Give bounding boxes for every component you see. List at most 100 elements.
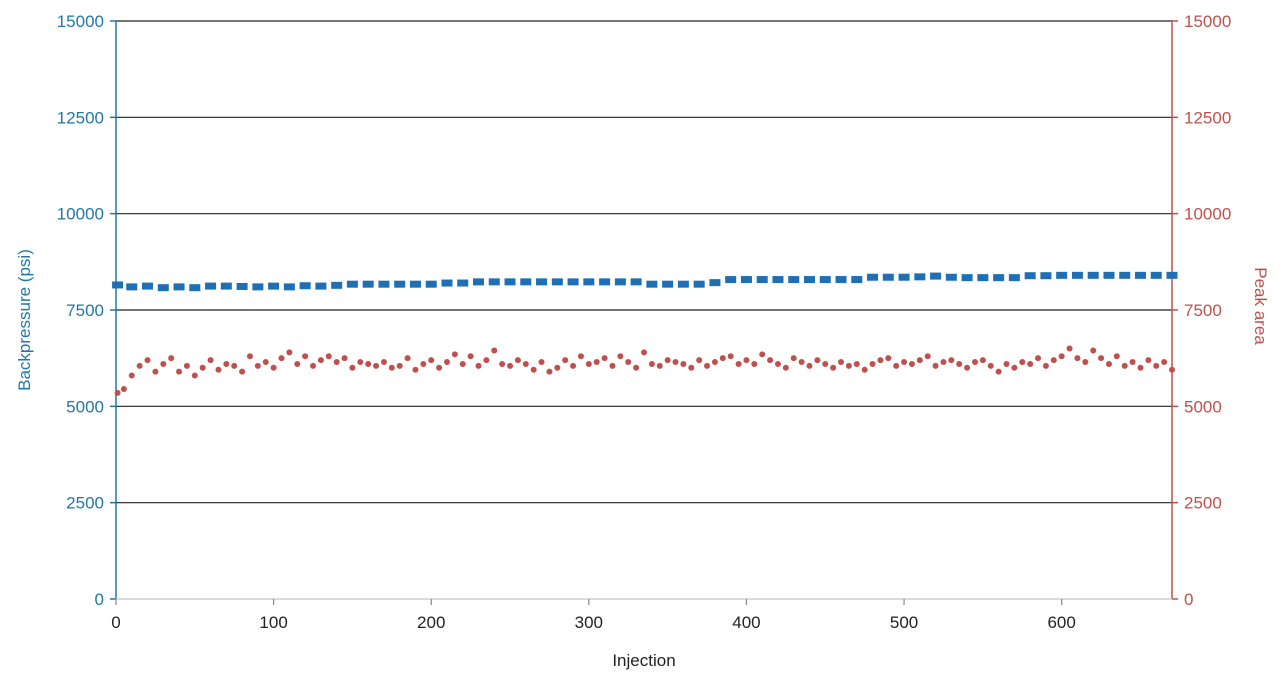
data-point [451, 351, 458, 358]
data-point [1169, 366, 1175, 373]
data-point [709, 279, 721, 287]
data-point [806, 362, 813, 369]
data-point [704, 362, 711, 369]
data-point [1040, 272, 1052, 280]
data-point [1150, 271, 1162, 279]
data-point [664, 357, 671, 364]
data-point [504, 278, 516, 286]
data-point [499, 360, 506, 367]
data-point [365, 360, 372, 367]
data-point [1071, 271, 1083, 279]
data-point [520, 278, 532, 286]
data-point [672, 359, 679, 366]
data-point [772, 276, 784, 284]
data-point [1042, 362, 1049, 369]
data-point [756, 276, 768, 284]
x-tick-label: 200 [417, 613, 445, 632]
data-point [278, 355, 285, 362]
data-point [160, 360, 167, 367]
data-point [357, 359, 364, 366]
data-point [473, 278, 485, 286]
data-point [252, 283, 264, 291]
data-point [625, 359, 632, 366]
data-point [617, 353, 624, 360]
data-point [633, 364, 640, 371]
data-point [315, 282, 327, 290]
data-point [882, 273, 894, 281]
y-left-tick-label: 7500 [66, 301, 104, 320]
data-point [740, 276, 752, 284]
data-point [310, 362, 317, 369]
data-point [583, 278, 595, 286]
data-point [830, 364, 837, 371]
data-point [867, 273, 879, 281]
data-point [294, 360, 301, 367]
data-point [987, 362, 994, 369]
series-peak-area [114, 345, 1175, 396]
data-point [331, 281, 343, 289]
data-point [1166, 271, 1178, 279]
data-point [459, 360, 466, 367]
data-point [641, 349, 647, 356]
y-right-tick-label: 7500 [1184, 301, 1222, 320]
data-point [349, 364, 356, 371]
data-point [443, 359, 450, 366]
data-point [945, 273, 957, 281]
data-point [1134, 271, 1146, 279]
data-point [317, 357, 324, 364]
data-point [1050, 357, 1057, 364]
data-point [743, 357, 750, 364]
data-point [199, 364, 206, 371]
data-point [254, 362, 261, 369]
data-point [1082, 359, 1089, 366]
data-point [183, 362, 190, 369]
data-point [677, 280, 689, 288]
data-point [948, 357, 955, 364]
data-point [1027, 360, 1034, 367]
data-point [725, 276, 737, 284]
data-point [656, 362, 663, 369]
data-point [302, 353, 309, 360]
data-point [467, 353, 474, 360]
data-point [457, 279, 469, 287]
data-point [475, 362, 482, 369]
data-point [993, 274, 1005, 282]
data-point [1087, 271, 1099, 279]
data-point [853, 360, 860, 367]
data-point [1003, 360, 1010, 367]
data-point [630, 278, 642, 286]
data-point [231, 362, 238, 369]
data-point [325, 353, 332, 360]
y-right-tick-label: 15000 [1184, 12, 1231, 31]
data-point [488, 278, 500, 286]
data-point [207, 357, 214, 364]
data-point [814, 357, 821, 364]
data-point [333, 359, 340, 366]
y-axis-right-title: Peak area [1251, 267, 1270, 345]
data-point [157, 284, 169, 292]
data-point [898, 273, 910, 281]
data-point [554, 364, 561, 371]
data-point [593, 359, 600, 366]
data-point [114, 389, 121, 396]
x-axis-title: Injection [612, 651, 675, 670]
data-point [1113, 353, 1120, 360]
x-tick-label: 100 [259, 613, 287, 632]
data-point [759, 351, 766, 358]
data-point [648, 360, 655, 367]
data-point [551, 278, 563, 286]
data-point [851, 276, 863, 284]
data-point [341, 355, 348, 362]
data-point [1129, 359, 1136, 366]
data-point [751, 360, 758, 367]
data-point [1019, 359, 1026, 366]
data-point [1121, 362, 1128, 369]
data-point [861, 366, 868, 373]
data-point [1074, 355, 1081, 362]
data-point [220, 282, 232, 290]
data-point [299, 282, 311, 290]
data-point [562, 357, 569, 364]
data-point [877, 357, 884, 364]
gridlines [116, 20, 1172, 504]
